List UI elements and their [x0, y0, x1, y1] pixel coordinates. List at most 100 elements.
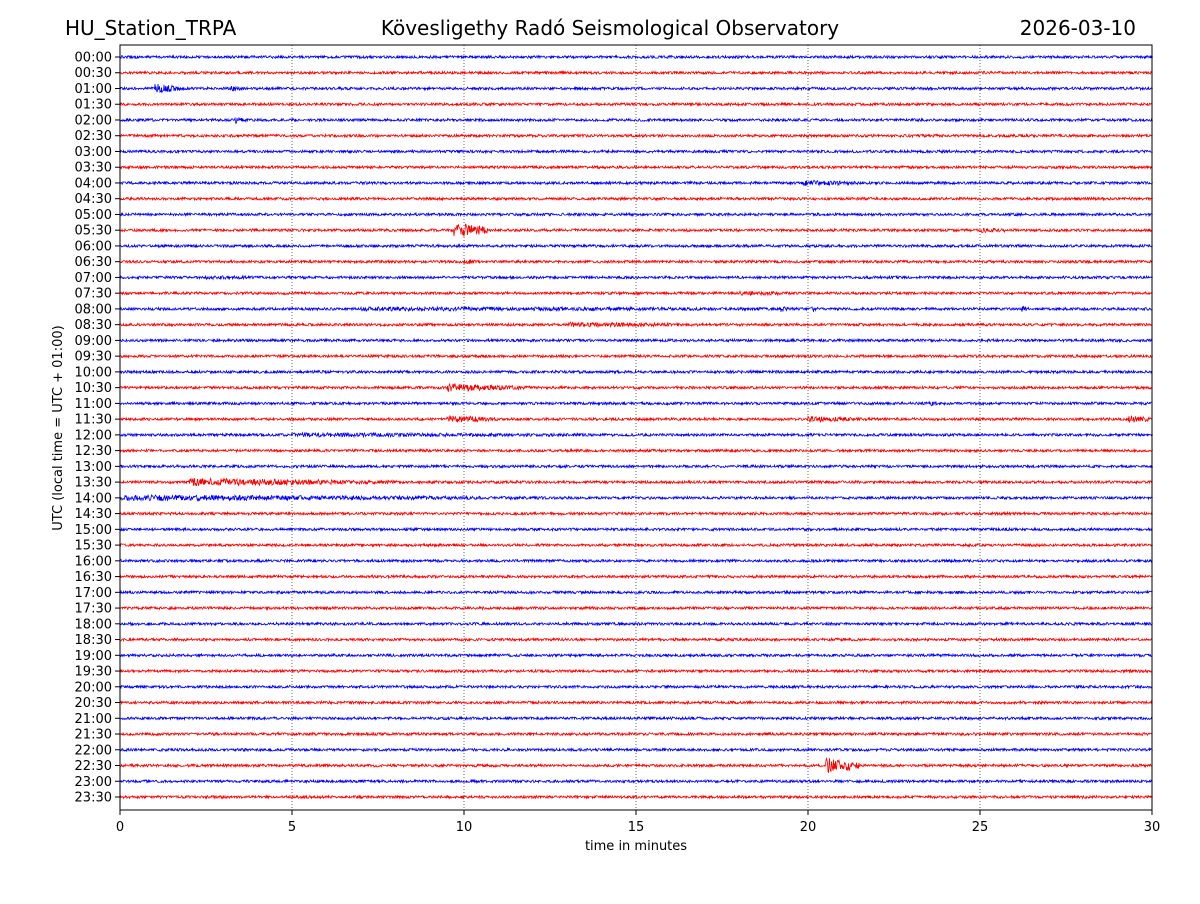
- trace-1300: [119, 463, 1153, 470]
- y-tick-label: 07:30: [75, 287, 112, 302]
- y-tick-label: 09:00: [75, 334, 112, 349]
- y-tick-label: 02:00: [75, 113, 112, 128]
- y-tick-label: 18:30: [75, 633, 112, 648]
- y-tick-label: 23:00: [75, 775, 112, 790]
- x-tick-label: 15: [628, 820, 645, 835]
- y-tick-label: 08:30: [75, 318, 112, 333]
- y-tick-label: 12:00: [75, 428, 112, 443]
- y-tick-label: 05:00: [75, 208, 112, 223]
- y-tick-label: 18:00: [75, 617, 112, 632]
- x-tick-label: 0: [116, 820, 124, 835]
- trace-0700: [119, 274, 1153, 281]
- y-tick-label: 12:30: [75, 444, 112, 459]
- trace-0330: [119, 164, 1153, 171]
- y-tick-label: 00:30: [75, 66, 112, 81]
- trace-0800: [119, 305, 1153, 313]
- y-tick-label: 02:30: [75, 129, 112, 144]
- trace-1230: [119, 447, 1153, 454]
- trace-2200: [119, 746, 1153, 753]
- y-tick-label: 13:00: [75, 460, 112, 475]
- trace-2030: [119, 699, 1153, 706]
- y-tick-label: 16:30: [75, 570, 112, 585]
- trace-0100: [119, 83, 1153, 94]
- y-tick-label: 23:30: [75, 791, 112, 806]
- trace-0130: [119, 101, 1153, 108]
- station-label: HU_Station_TRPA: [65, 16, 237, 40]
- trace-1200: [119, 431, 1153, 439]
- trace-0630: [119, 258, 1153, 265]
- y-tick-label: 17:00: [75, 586, 112, 601]
- trace-0030: [119, 69, 1153, 76]
- y-tick-label: 20:30: [75, 696, 112, 711]
- x-tick-label: 5: [288, 820, 296, 835]
- trace-2100: [119, 715, 1153, 722]
- trace-0000: [119, 54, 1153, 60]
- y-tick-label: 05:30: [75, 224, 112, 239]
- trace-1130: [119, 415, 1153, 424]
- y-tick-label: 00:00: [75, 51, 112, 66]
- y-tick-label: 20:00: [75, 680, 112, 695]
- y-tick-label: 11:00: [75, 397, 112, 412]
- y-tick-label: 03:30: [75, 161, 112, 176]
- x-tick-label: 30: [1144, 820, 1161, 835]
- y-tick-label: 14:30: [75, 507, 112, 522]
- y-tick-label: 19:00: [75, 649, 112, 664]
- trace-0730: [119, 289, 1153, 297]
- y-tick-label: 22:30: [75, 759, 112, 774]
- y-tick-label: 10:00: [75, 365, 112, 380]
- y-tick-label: 16:00: [75, 554, 112, 569]
- y-tick-label: 01:00: [75, 82, 112, 97]
- trace-1930: [119, 668, 1153, 674]
- trace-0530: [119, 223, 1153, 237]
- trace-1500: [119, 526, 1153, 533]
- trace-1430: [119, 510, 1153, 517]
- y-tick-label: 15:30: [75, 539, 112, 554]
- trace-1400: [119, 493, 1153, 502]
- y-tick-label: 06:30: [75, 255, 112, 270]
- trace-1900: [119, 652, 1153, 659]
- x-tick-label: 10: [456, 820, 473, 835]
- y-tick-label: 09:30: [75, 350, 112, 365]
- y-tick-label: 07:00: [75, 271, 112, 286]
- y-tick-label: 08:00: [75, 302, 112, 317]
- y-tick-label: 04:00: [75, 176, 112, 191]
- y-tick-label: 11:30: [75, 413, 112, 428]
- y-tick-label: 04:30: [75, 192, 112, 207]
- trace-0600: [119, 243, 1153, 249]
- trace-0230: [119, 132, 1153, 139]
- y-tick-label: 22:00: [75, 743, 112, 758]
- trace-0930: [119, 353, 1153, 359]
- trace-1600: [119, 557, 1153, 564]
- trace-1830: [119, 636, 1153, 643]
- y-tick-label: 03:00: [75, 145, 112, 160]
- trace-0900: [119, 337, 1153, 344]
- y-tick-label: 13:30: [75, 476, 112, 491]
- x-axis-label: time in minutes: [585, 839, 687, 854]
- y-tick-label: 21:30: [75, 728, 112, 743]
- trace-0300: [119, 148, 1153, 155]
- trace-0500: [120, 211, 1153, 218]
- y-tick-label: 14:00: [75, 491, 112, 506]
- trace-1100: [119, 400, 1153, 407]
- trace-0400: [119, 179, 1153, 187]
- y-tick-label: 17:30: [75, 602, 112, 617]
- trace-2230: [119, 756, 1153, 774]
- trace-1000: [119, 369, 1153, 375]
- trace-2000: [119, 683, 1153, 690]
- trace-2330: [119, 794, 1153, 800]
- trace-1330: [119, 476, 1153, 487]
- x-tick-label: 25: [972, 820, 989, 835]
- trace-1530: [119, 542, 1153, 548]
- trace-2300: [119, 778, 1153, 785]
- trace-2130: [119, 731, 1153, 737]
- y-tick-label: 15:00: [75, 523, 112, 538]
- y-tick-label: 06:00: [75, 239, 112, 254]
- chart-title: Kövesligethy Radó Seismological Observat…: [381, 16, 839, 40]
- date-label: 2026-03-10: [1020, 16, 1136, 40]
- y-tick-label: 01:30: [75, 98, 112, 113]
- y-tick-label: 10:30: [75, 381, 112, 396]
- x-tick-label: 20: [800, 820, 817, 835]
- y-tick-label: 19:30: [75, 665, 112, 680]
- trace-1730: [119, 605, 1153, 611]
